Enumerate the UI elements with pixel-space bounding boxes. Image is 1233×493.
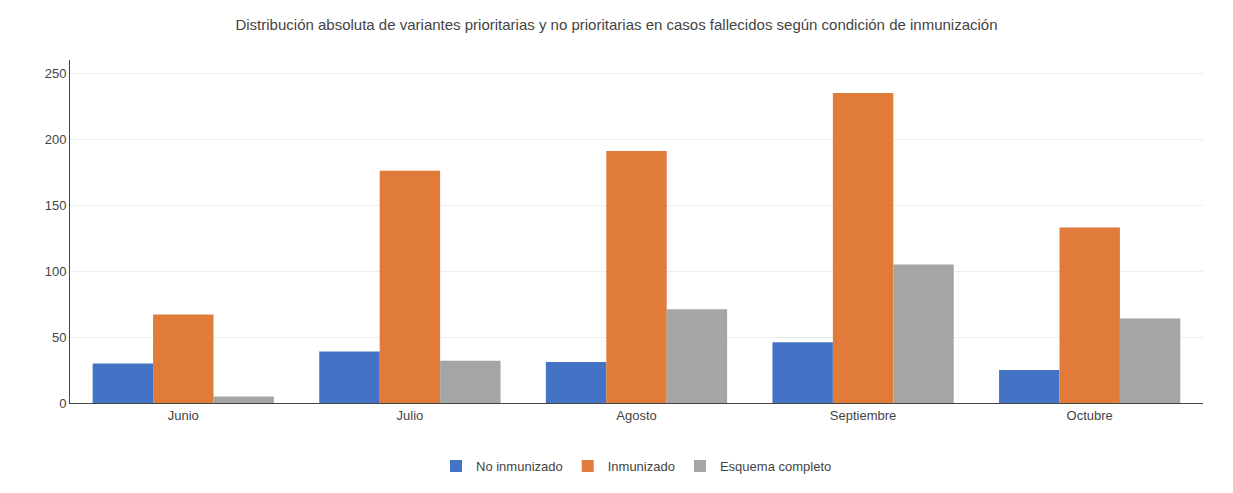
svg-text:0: 0 — [59, 396, 66, 411]
svg-text:50: 50 — [52, 330, 66, 345]
svg-text:250: 250 — [45, 66, 67, 81]
svg-text:Distribución absoluta de varia: Distribución absoluta de variantes prior… — [235, 16, 997, 33]
svg-text:Esquema completo: Esquema completo — [720, 459, 831, 474]
svg-text:No inmunizado: No inmunizado — [476, 459, 563, 474]
svg-text:Julio: Julio — [397, 408, 424, 423]
svg-text:150: 150 — [45, 198, 67, 213]
svg-text:Octubre: Octubre — [1067, 408, 1113, 423]
svg-text:Agosto: Agosto — [616, 408, 656, 423]
svg-text:Inmunizado: Inmunizado — [608, 459, 675, 474]
svg-text:100: 100 — [45, 264, 67, 279]
svg-text:200: 200 — [45, 132, 67, 147]
svg-text:Junio: Junio — [168, 408, 199, 423]
svg-text:Septiembre: Septiembre — [830, 408, 896, 423]
